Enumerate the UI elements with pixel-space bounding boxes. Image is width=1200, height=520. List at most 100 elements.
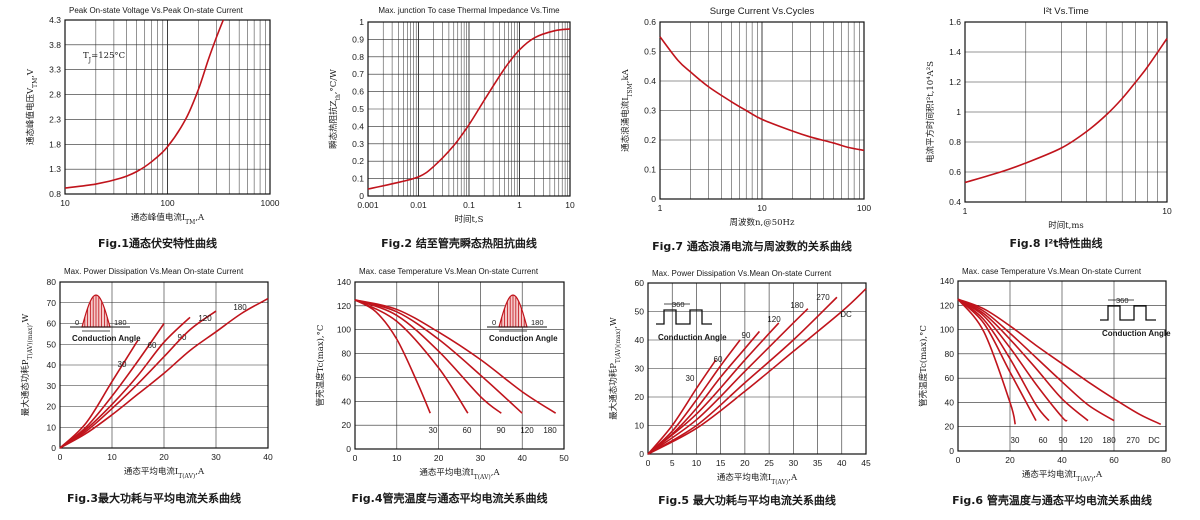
fig8-ytick: 0.6 (949, 167, 961, 177)
fig7-ytick: 0.4 (644, 76, 656, 86)
fig5-ytick: 10 (635, 421, 645, 431)
fig4-series-label: 30 (429, 426, 438, 435)
fig5-inset-square (656, 309, 712, 325)
fig2-ytick: 0.6 (352, 87, 364, 97)
fig6-series-line (957, 298, 1050, 422)
fig6-series-line (957, 298, 1162, 426)
fig2-ytick: 0.7 (352, 69, 364, 79)
fig4-xtick: 10 (392, 453, 402, 463)
fig3-inset: 0 180 Conduction Angle (70, 294, 141, 343)
fig2-xtick: 10 (565, 200, 575, 210)
fig2-xtick: 0.01 (410, 200, 427, 210)
fig4-xtick: 50 (559, 453, 569, 463)
fig5-xtick: 5 (670, 458, 675, 468)
fig7-frame (659, 21, 865, 200)
fig3-ylabel: 最大通态功耗PT(AV)(max),W (20, 313, 34, 416)
fig5-ytick: 30 (635, 364, 645, 374)
fig6-series-label: 90 (1059, 436, 1068, 445)
fig5-inset-text: Conduction Angle (658, 333, 727, 342)
fig6-ylabel: 管壳温度Tc(max),°C (918, 325, 929, 407)
fig2-ytick: 0.4 (352, 121, 364, 131)
fig5-inset: 360 Conduction Angle (656, 300, 727, 342)
fig8-grid (964, 21, 1167, 203)
fig6-xtick: 80 (1161, 455, 1171, 465)
fig3-xtick: 20 (159, 452, 169, 462)
fig2-xtick: 0.1 (463, 200, 475, 210)
fig6-series-label: 60 (1039, 436, 1048, 445)
fig6-series-line (957, 298, 1089, 422)
fig8-xtick: 1 (963, 206, 968, 216)
fig6-inset-label0: 360 (1116, 296, 1129, 305)
fig3-series-line (59, 339, 139, 449)
fig4-inset-label1: 180 (531, 318, 544, 327)
fig1-xtick: 10 (60, 198, 70, 208)
fig4-ylabel: 管壳温度Tc(max),°C (315, 325, 326, 407)
fig5-series-line (647, 339, 741, 455)
fig3-ytick: 60 (47, 319, 57, 329)
fig6-title: Max. case Temperature Vs.Mean On-state C… (962, 267, 1142, 276)
fig3-series-label: 30 (118, 360, 127, 369)
fig2-xtick: 0.001 (357, 200, 379, 210)
fig6-ytick: 140 (940, 276, 954, 286)
fig8-panel: 1 10 0.4 0.6 0.8 1 1.2 1.4 1.6 I²t Vs.Time 时间t,ms 电… (925, 6, 1172, 250)
fig1-xlabel: 通态峰值电流ITM,A (131, 212, 205, 226)
fig7-ytick: 0.2 (644, 135, 656, 145)
fig8-ytick: 0.8 (949, 137, 961, 147)
fig6-frame (957, 280, 1167, 452)
fig6-series-line (957, 298, 1115, 422)
fig2-ytick: 0.5 (352, 104, 364, 114)
fig4-ytick: 140 (337, 277, 351, 287)
fig3-ytick: 70 (47, 298, 57, 308)
fig5-ytick: 40 (635, 335, 645, 345)
fig5-series-label: 270 (816, 293, 830, 302)
fig3-xtick: 30 (211, 452, 221, 462)
fig3-series-label: 120 (198, 314, 212, 323)
fig4-inset-text: Conduction Angle (489, 334, 558, 343)
fig3-ytick: 20 (47, 402, 57, 412)
fig5-xtick: 30 (789, 458, 799, 468)
fig1-ytick: 4.3 (49, 15, 61, 25)
fig2-ytick: 0.3 (352, 139, 364, 149)
fig2-series-line (367, 28, 571, 190)
fig3-xtick: 0 (58, 452, 63, 462)
fig7-caption: Fig.7 通态浪涌电流与周波数的关系曲线 (652, 239, 852, 253)
fig5-xtick: 20 (740, 458, 750, 468)
fig1-title: Peak On-state Voltage Vs.Peak On-state C… (69, 6, 244, 15)
fig4-xtick: 30 (476, 453, 486, 463)
fig6-ytick: 40 (945, 397, 955, 407)
fig2-xtick: 1 (517, 200, 522, 210)
fig5-inset-label0: 360 (672, 300, 685, 309)
fig5-series-label: 180 (790, 301, 804, 310)
fig1-ytick: 2.8 (49, 90, 61, 100)
fig4-caption: Fig.4管壳温度与通态平均电流关系曲线 (352, 491, 548, 505)
fig8-frame (964, 21, 1168, 203)
fig3-xtick: 40 (263, 452, 273, 462)
fig3-xtick: 10 (107, 452, 117, 462)
fig5-series-label: DC (840, 310, 852, 319)
fig7-title: Surge Current Vs.Cycles (710, 6, 815, 17)
fig8-ylabel: 电流平方时间积I²t,10⁴A²S (925, 61, 936, 163)
fig1-ytick: 3.3 (49, 65, 61, 75)
fig3-series-label: 180 (233, 303, 247, 312)
fig4-panel: 0 10 20 30 40 50 0 20 40 60 80 100 120 140 Max. case T… (315, 267, 569, 505)
fig4-xtick: 40 (517, 453, 527, 463)
fig8-ytick: 1.4 (949, 47, 961, 57)
fig7-ytick: 0.3 (644, 106, 656, 116)
fig5-ytick: 20 (635, 392, 645, 402)
fig4-series-line (354, 299, 431, 414)
fig4-ytick: 60 (342, 372, 352, 382)
fig6-ytick: 80 (945, 349, 955, 359)
fig6-series-line (957, 298, 1016, 425)
fig5-series-label: 60 (714, 355, 723, 364)
fig1-xtick: 100 (160, 198, 174, 208)
fig1-caption: Fig.1通态伏安特性曲线 (98, 236, 217, 250)
fig7-grid (659, 21, 864, 200)
fig7-ytick: 0.6 (644, 17, 656, 27)
fig3-caption: Fig.3最大功耗与平均电流关系曲线 (67, 491, 241, 505)
fig4-xtick: 20 (434, 453, 444, 463)
fig2-caption: Fig.2 结至管壳瞬态热阻抗曲线 (381, 236, 537, 250)
fig3-ytick: 80 (47, 277, 57, 287)
fig5-xtick: 25 (764, 458, 774, 468)
fig3-xlabel: 通态平均电流IT(AV),A (124, 466, 205, 480)
fig1-panel: 10 100 1000 0.8 1.3 1.8 2.3 2.8 3.3 3.8 4.3 Peak On… (25, 6, 280, 250)
